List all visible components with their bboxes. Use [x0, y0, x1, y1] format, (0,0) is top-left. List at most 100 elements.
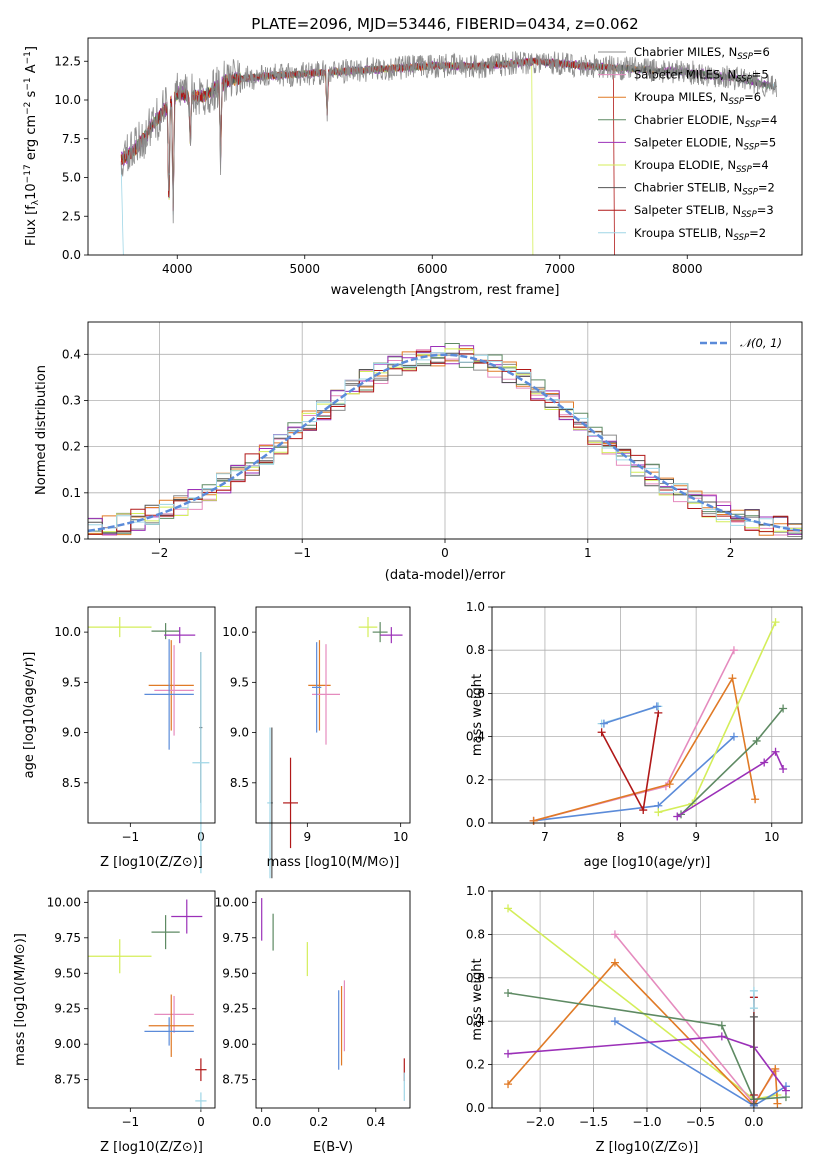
- y-tick-label: 5.0: [62, 171, 81, 185]
- mass_weight_vs_age-xlabel: age [log10(age/yr)]: [584, 855, 711, 870]
- y-tick-label: 1.0: [466, 600, 485, 614]
- x-tick-label: 7: [541, 830, 549, 844]
- y-tick-label: 0.0: [62, 532, 81, 546]
- mass_weight_vs_age-ticks: 7 8 9 10 0.0 0.2 0.4 0.6 0.8 1.0: [466, 600, 779, 844]
- mass-weight-point: [639, 806, 648, 815]
- residuals-histograms: [87, 343, 803, 537]
- mass_vs_Z-panel: −1 0 8.75 9.00 9.25 9.50 9.75 10.00 Z [log10(Z/Z…: [13, 890, 216, 1155]
- x-tick-label: 0.0: [252, 1115, 271, 1129]
- mass-weight-point: [665, 780, 674, 789]
- y-tick-label: 8.75: [222, 1073, 249, 1087]
- spectrum-series-line: [120, 51, 777, 224]
- spectrum-panel: PLATE=2096, MJD=53446, FIBERID=0434, z=0…: [23, 15, 803, 298]
- y-tick-label: 9.5: [62, 675, 81, 689]
- y-tick-label: 0.6: [466, 686, 485, 700]
- y-tick-label: 8.5: [230, 776, 249, 790]
- y-tick-label: 0.4: [466, 1014, 485, 1028]
- y-tick-label: 10.0: [222, 625, 249, 639]
- legend-label: Salpeter MILES, NSSP=5: [634, 68, 769, 85]
- y-tick-label: 0.2: [466, 1058, 485, 1072]
- mass_vs_Z-ticks: −1 0 8.75 9.00 9.25 9.50 9.75 10.00: [47, 895, 205, 1129]
- y-tick-label: 8.75: [54, 1073, 81, 1087]
- y-tick-label: 0.1: [62, 486, 81, 500]
- age_vs_Z-xlabel: Z [log10(Z/Z⊙)]: [100, 855, 203, 870]
- y-tick-label: 0.2: [466, 773, 485, 787]
- x-tick-label: 6000: [417, 262, 448, 276]
- mass-weight-point: [779, 765, 788, 773]
- mass_weight_vs_Z-panel: −2.0 −1.5 −1.0 −0.5 0.0 0.0 0.2 0.4 0.6 0.8 1.0 Z […: [466, 884, 803, 1155]
- y-tick-label: 9.00: [222, 1037, 249, 1051]
- age_vs_Z-ticks: −108.59.09.510.0: [54, 625, 204, 844]
- mass-weight-line: [533, 676, 756, 822]
- mass_vs_ebv-ticks: 0.0 0.2 0.4 8.75 9.00 9.25 9.50 9.75 10.00: [215, 895, 386, 1129]
- mass_weight_vs_Z-marks: [504, 904, 790, 1110]
- mass-weight-point: [504, 1080, 513, 1089]
- mass-weight-line: [533, 649, 735, 822]
- mass-weight-point: [749, 1012, 758, 1021]
- spectrum-xlabel: wavelength [Angstrom, rest frame]: [331, 283, 560, 298]
- y-tick-label: 0.8: [466, 927, 485, 941]
- y-tick-label: 9.50: [54, 966, 81, 980]
- mass-weight-point: [771, 618, 780, 627]
- y-tick-label: 10.0: [54, 93, 81, 107]
- legend-label: Kroupa STELIB, NSSP=2: [634, 226, 766, 243]
- mass-weight-point: [610, 930, 619, 939]
- y-tick-label: 2.5: [62, 209, 81, 223]
- x-tick-label: 0: [197, 1115, 205, 1129]
- y-tick-label: 1.0: [466, 884, 485, 898]
- age_vs_mass-frame: [255, 606, 411, 824]
- spectrum-frame: [87, 37, 803, 256]
- mass-weight-line: [507, 907, 778, 1101]
- x-tick-label: 9: [304, 830, 312, 844]
- mass_weight_vs_Z-ticks: −2.0 −1.5 −1.0 −0.5 0.0 0.0 0.2 0.4 0.6 0.8 1.0: [466, 884, 764, 1129]
- x-tick-label: 2: [727, 546, 735, 560]
- mass-weight-point: [610, 958, 619, 967]
- x-tick-label: −1: [293, 546, 311, 560]
- y-tick-label: 0.0: [62, 248, 81, 262]
- y-tick-label: 10.00: [215, 895, 249, 909]
- residual-histogram: [88, 350, 802, 535]
- age_vs_Z-ylabel: age [log10(age/yr)]: [22, 652, 37, 779]
- mass_weight_vs_age-frame: [491, 606, 803, 824]
- mass_weight_vs_Z-ylabel: mass weight: [470, 958, 485, 1040]
- mass_vs_ebv-panel: 0.0 0.2 0.4 8.75 9.00 9.25 9.50 9.75 10.00 E(B-V): [215, 890, 411, 1155]
- mass_vs_Z-xlabel: Z [log10(Z/Z⊙)]: [100, 1140, 203, 1155]
- x-tick-label: 8000: [672, 262, 703, 276]
- mass_vs_Z-ylabel: mass [log10(M/M⊙)]: [13, 933, 28, 1066]
- mass_weight_vs_age-marks: [529, 618, 788, 825]
- x-tick-label: 4000: [162, 262, 193, 276]
- legend-label: Salpeter STELIB, NSSP=3: [634, 203, 774, 220]
- legend-label: Chabrier STELIB, NSSP=2: [634, 181, 775, 198]
- mass-weight-point: [771, 1064, 780, 1073]
- age_vs_mass-marks: [267, 617, 403, 879]
- mass-weight-point: [749, 986, 758, 995]
- y-tick-label: 9.75: [222, 931, 249, 945]
- x-tick-label: 0.0: [744, 1115, 763, 1129]
- mass-weight-point: [504, 988, 513, 997]
- gaussian-legend-label: 𝒩(0, 1): [740, 336, 782, 350]
- y-tick-label: 9.5: [230, 675, 249, 689]
- y-tick-label: 9.25: [54, 1002, 81, 1016]
- mass-weight-point: [729, 732, 738, 741]
- mass-weight-point: [781, 1086, 790, 1095]
- y-tick-label: 0.0: [466, 1101, 485, 1115]
- x-tick-label: 5000: [289, 262, 320, 276]
- mass_weight_vs_age-panel: 7 8 9 10 0.0 0.2 0.4 0.6 0.8 1.0 age [log10(age/yr…: [466, 600, 803, 870]
- legend-label: Kroupa MILES, NSSP=6: [634, 90, 761, 107]
- mass_weight_vs_Z-grid: [492, 890, 802, 1109]
- y-tick-label: 9.0: [230, 726, 249, 740]
- age_vs_Z-frame: [87, 606, 216, 824]
- mass-weight-point: [729, 646, 738, 655]
- mass-weight-line: [614, 933, 776, 1106]
- y-tick-label: 7.5: [62, 132, 81, 146]
- y-tick-label: 0.4: [62, 347, 81, 361]
- spectrum-title: PLATE=2096, MJD=53446, FIBERID=0434, z=0…: [251, 15, 638, 33]
- x-tick-label: −2: [151, 546, 169, 560]
- age_vs_Z-marks: [88, 617, 210, 874]
- mass_weight_vs_age-ylabel: mass weight: [470, 674, 485, 756]
- x-tick-label: −1: [121, 830, 139, 844]
- mass-weight-line: [676, 750, 784, 818]
- mass_vs_ebv-frame: [255, 890, 411, 1109]
- mass-weight-point: [779, 704, 788, 713]
